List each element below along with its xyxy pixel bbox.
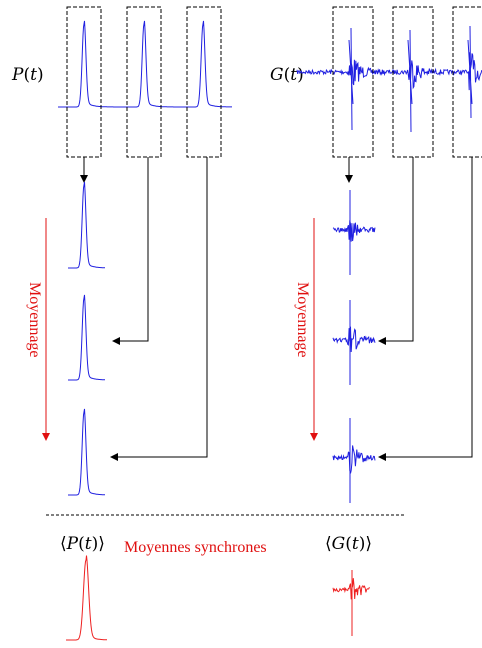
- p-signal-trace: [58, 20, 232, 108]
- connector-p-2: [112, 157, 149, 345]
- p-average-trace: [66, 555, 107, 641]
- g-signal-trace: [296, 25, 482, 133]
- average-label-left: ⟨P(t)⟩: [60, 534, 105, 554]
- g-window-burst-3: [332, 418, 376, 503]
- signal-label-right: G(t): [270, 65, 304, 85]
- p-window-pulse-1: [68, 181, 105, 269]
- averaging-label-left: Moyennage: [26, 282, 43, 358]
- average-label-right: ⟨G(t)⟩: [325, 534, 372, 554]
- g-average-trace: [332, 570, 370, 636]
- svg-text:P(t): P(t): [11, 65, 44, 85]
- average-caption: Moyennes synchrones: [124, 539, 267, 556]
- svg-text:⟨G(t)⟩: ⟨G(t)⟩: [325, 534, 372, 554]
- window-box-p-2: [126, 6, 162, 158]
- signal-label-left: P(t): [11, 65, 44, 85]
- svg-text:⟨P(t)⟩: ⟨P(t)⟩: [60, 534, 105, 554]
- window-box-g-1: [332, 6, 374, 158]
- svg-text:G(t): G(t): [270, 65, 304, 85]
- window-box-g-3: [452, 6, 482, 158]
- connector-p-3: [110, 157, 208, 461]
- averaging-label-right: Moyennage: [294, 282, 311, 358]
- window-box-p-3: [186, 6, 222, 158]
- window-box-p-1: [66, 6, 102, 158]
- p-window-pulse-3: [68, 408, 105, 496]
- connector-g-3: [378, 157, 473, 461]
- g-window-burst-2: [332, 300, 376, 385]
- p-window-pulse-2: [68, 294, 105, 381]
- connector-g-2: [378, 157, 414, 345]
- g-window-burst-1: [332, 190, 376, 275]
